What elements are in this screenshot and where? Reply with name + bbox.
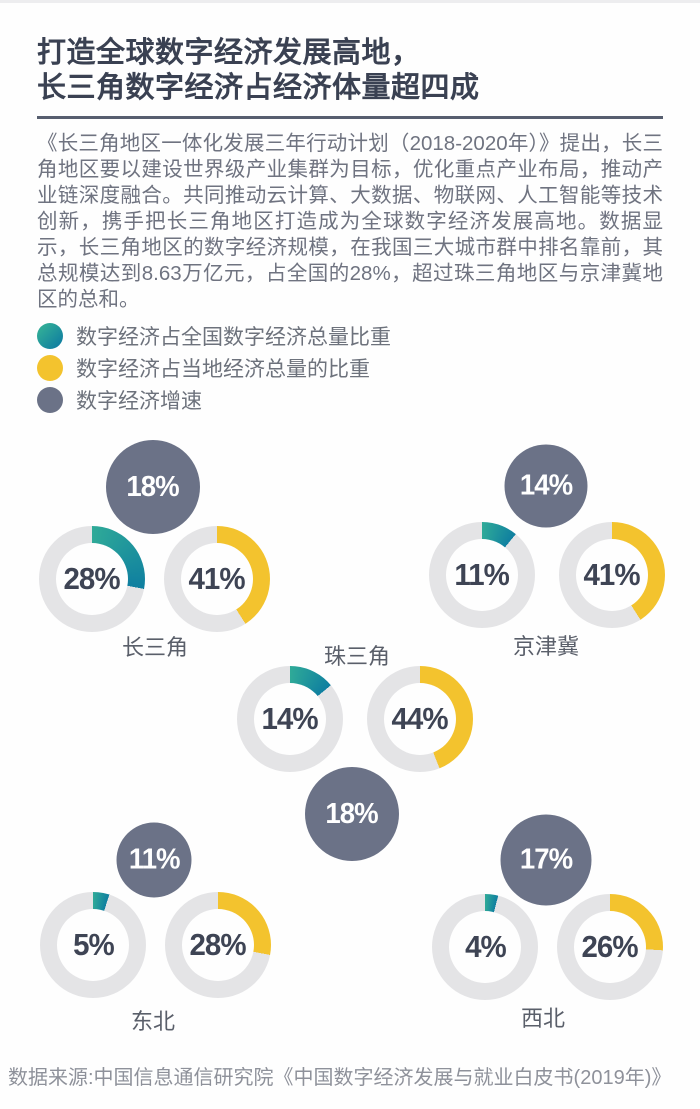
donut-hole: 5%: [57, 909, 129, 981]
growth-bubble: 11%: [116, 822, 192, 898]
legend-label: 数字经济增速: [76, 390, 202, 413]
legend-item-local-share: 数字经济占当地经济总量的比重: [37, 355, 663, 381]
growth-value: 14%: [519, 469, 573, 502]
page-title: 打造全球数字经济发展高地， 长三角数字经济占经济体量超四成: [37, 36, 663, 106]
source-note: 数据来源:中国信息通信研究院《中国数字经济发展与就业白皮书(2019年)》: [8, 1067, 672, 1089]
region-name: 珠三角: [323, 644, 391, 669]
national-share-donut: 28%: [39, 526, 145, 632]
legend-dot-slate: [37, 387, 63, 413]
local-share-donut: 41%: [559, 522, 665, 628]
national-share-value: 5%: [72, 927, 115, 962]
national-share-donut: 4%: [432, 894, 538, 1000]
region-name: 西北: [520, 1006, 566, 1031]
intro-paragraph: 《长三角地区一体化发展三年行动计划（2018-2020年）》提出，长三角地区要以…: [37, 132, 663, 311]
legend-label: 数字经济占当地经济总量的比重: [76, 358, 370, 381]
title-line-2: 长三角数字经济占经济体量超四成: [37, 72, 480, 104]
header: 打造全球数字经济发展高地， 长三角数字经济占经济体量超四成 《长三角地区一体化发…: [0, 3, 700, 313]
national-share-donut: 11%: [429, 522, 535, 628]
growth-value: 11%: [128, 843, 181, 876]
region-name: 京津冀: [512, 634, 580, 659]
local-share-value: 41%: [583, 557, 641, 592]
growth-value: 17%: [519, 843, 573, 876]
growth-value: 18%: [325, 797, 379, 830]
region-name: 东北: [130, 1009, 176, 1034]
donut-hole: 4%: [449, 911, 521, 983]
donut-hole: 44%: [384, 683, 456, 755]
national-share-donut: 14%: [237, 666, 343, 772]
national-share-value: 4%: [464, 929, 507, 964]
legend-dot-teal: [37, 323, 63, 349]
growth-bubble: 18%: [106, 440, 200, 534]
local-share-donut: 28%: [165, 892, 271, 998]
local-share-donut: 44%: [367, 666, 473, 772]
local-share-value: 28%: [189, 927, 247, 962]
local-share-donut: 26%: [557, 894, 663, 1000]
donut-hole: 26%: [574, 911, 646, 983]
growth-value: 18%: [126, 470, 180, 503]
growth-bubble: 18%: [305, 767, 399, 861]
national-share-value: 14%: [261, 701, 319, 736]
title-line-1: 打造全球数字经济发展高地，: [37, 37, 421, 69]
local-share-value: 41%: [188, 561, 246, 596]
legend-item-growth: 数字经济增速: [37, 387, 663, 413]
legend-label: 数字经济占全国数字经济总量比重: [76, 326, 391, 349]
local-share-value: 44%: [391, 701, 449, 736]
local-share-value: 26%: [581, 929, 639, 964]
national-share-value: 11%: [454, 557, 510, 592]
donut-hole: 41%: [576, 539, 648, 611]
donut-hole: 11%: [446, 539, 518, 611]
donut-hole: 41%: [181, 543, 253, 615]
legend: 数字经济占全国数字经济总量比重 数字经济占当地经济总量的比重 数字经济增速: [0, 323, 700, 413]
region-name: 长三角: [121, 635, 189, 660]
national-share-value: 28%: [63, 561, 121, 596]
national-share-donut: 5%: [40, 892, 146, 998]
donut-hole: 14%: [254, 683, 326, 755]
donut-hole: 28%: [182, 909, 254, 981]
legend-dot-yellow: [37, 355, 63, 381]
local-share-donut: 41%: [164, 526, 270, 632]
growth-bubble: 17%: [500, 814, 592, 906]
title-divider: [37, 116, 663, 119]
legend-item-national-share: 数字经济占全国数字经济总量比重: [37, 323, 663, 349]
chart-canvas: 18% 28% 41% 长三角 14% 11%: [0, 437, 700, 1047]
growth-bubble: 14%: [504, 444, 588, 528]
donut-hole: 28%: [56, 543, 128, 615]
